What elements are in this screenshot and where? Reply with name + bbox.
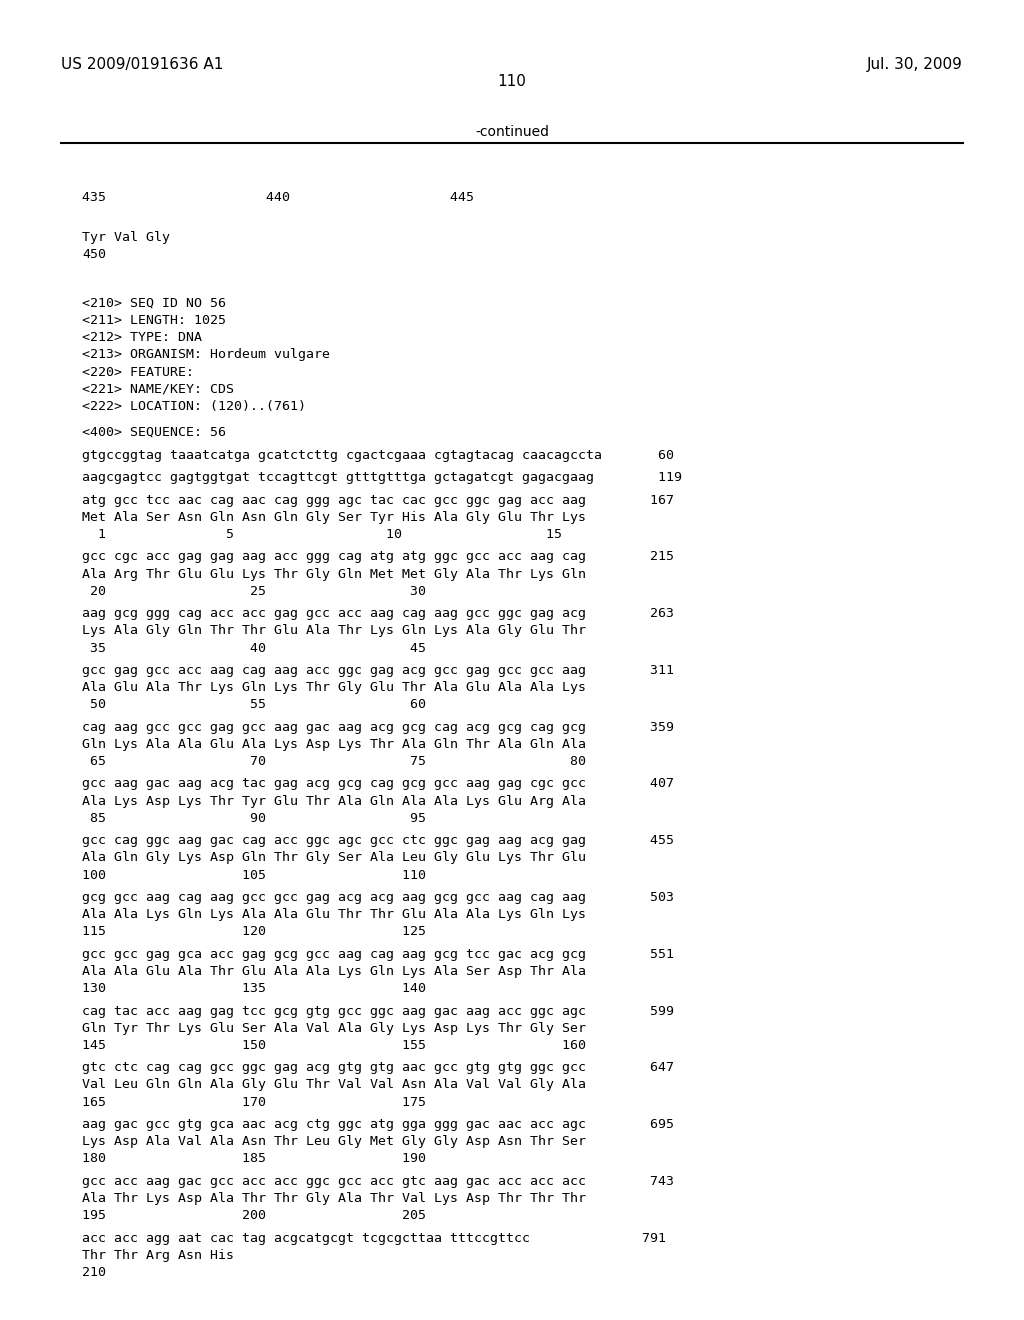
Text: Met Ala Ser Asn Gln Asn Gln Gly Ser Tyr His Ala Gly Glu Thr Lys: Met Ala Ser Asn Gln Asn Gln Gly Ser Tyr …	[82, 511, 586, 524]
Text: US 2009/0191636 A1: US 2009/0191636 A1	[61, 57, 224, 71]
Text: Val Leu Gln Gln Ala Gly Glu Thr Val Val Asn Ala Val Val Gly Ala: Val Leu Gln Gln Ala Gly Glu Thr Val Val …	[82, 1078, 586, 1092]
Text: 130                 135                 140: 130 135 140	[82, 982, 426, 995]
Text: 20                  25                  30: 20 25 30	[82, 585, 426, 598]
Text: Ala Gln Gly Lys Asp Gln Thr Gly Ser Ala Leu Gly Glu Lys Thr Glu: Ala Gln Gly Lys Asp Gln Thr Gly Ser Ala …	[82, 851, 586, 865]
Text: <210> SEQ ID NO 56: <210> SEQ ID NO 56	[82, 297, 226, 310]
Text: Ala Arg Thr Glu Glu Lys Thr Gly Gln Met Met Gly Ala Thr Lys Gln: Ala Arg Thr Glu Glu Lys Thr Gly Gln Met …	[82, 568, 586, 581]
Text: 35                  40                  45: 35 40 45	[82, 642, 426, 655]
Text: <212> TYPE: DNA: <212> TYPE: DNA	[82, 331, 202, 345]
Text: Jul. 30, 2009: Jul. 30, 2009	[866, 57, 963, 71]
Text: gtgccggtag taaatcatga gcatctcttg cgactcgaaa cgtagtacag caacagccta       60: gtgccggtag taaatcatga gcatctcttg cgactcg…	[82, 449, 674, 462]
Text: gcc cag ggc aag gac cag acc ggc agc gcc ctc ggc gag aag acg gag        455: gcc cag ggc aag gac cag acc ggc agc gcc …	[82, 834, 674, 847]
Text: Gln Tyr Thr Lys Glu Ser Ala Val Ala Gly Lys Asp Lys Thr Gly Ser: Gln Tyr Thr Lys Glu Ser Ala Val Ala Gly …	[82, 1022, 586, 1035]
Text: aagcgagtcc gagtggtgat tccagttcgt gtttgtttga gctagatcgt gagacgaag        119: aagcgagtcc gagtggtgat tccagttcgt gtttgtt…	[82, 471, 682, 484]
Text: 100                 105                 110: 100 105 110	[82, 869, 426, 882]
Text: gtc ctc cag cag gcc ggc gag acg gtg gtg aac gcc gtg gtg ggc gcc        647: gtc ctc cag cag gcc ggc gag acg gtg gtg …	[82, 1061, 674, 1074]
Text: 450: 450	[82, 248, 105, 261]
Text: 195                 200                 205: 195 200 205	[82, 1209, 426, 1222]
Text: 110: 110	[498, 74, 526, 88]
Text: Lys Asp Ala Val Ala Asn Thr Leu Gly Met Gly Gly Asp Asn Thr Ser: Lys Asp Ala Val Ala Asn Thr Leu Gly Met …	[82, 1135, 586, 1148]
Text: <220> FEATURE:: <220> FEATURE:	[82, 366, 194, 379]
Text: 85                  90                  95: 85 90 95	[82, 812, 426, 825]
Text: Gln Lys Ala Ala Glu Ala Lys Asp Lys Thr Ala Gln Thr Ala Gln Ala: Gln Lys Ala Ala Glu Ala Lys Asp Lys Thr …	[82, 738, 586, 751]
Text: 435                    440                    445: 435 440 445	[82, 191, 474, 205]
Text: 180                 185                 190: 180 185 190	[82, 1152, 426, 1166]
Text: atg gcc tcc aac cag aac cag ggg agc tac cac gcc ggc gag acc aag        167: atg gcc tcc aac cag aac cag ggg agc tac …	[82, 494, 674, 507]
Text: <213> ORGANISM: Hordeum vulgare: <213> ORGANISM: Hordeum vulgare	[82, 348, 330, 362]
Text: gcc aag gac aag acg tac gag acg gcg cag gcg gcc aag gag cgc gcc        407: gcc aag gac aag acg tac gag acg gcg cag …	[82, 777, 674, 791]
Text: Lys Ala Gly Gln Thr Thr Glu Ala Thr Lys Gln Lys Ala Gly Glu Thr: Lys Ala Gly Gln Thr Thr Glu Ala Thr Lys …	[82, 624, 586, 638]
Text: gcc acc aag gac gcc acc acc ggc gcc acc gtc aag gac acc acc acc        743: gcc acc aag gac gcc acc acc ggc gcc acc …	[82, 1175, 674, 1188]
Text: acc acc agg aat cac tag acgcatgcgt tcgcgcttaa tttccgttcc              791: acc acc agg aat cac tag acgcatgcgt tcgcg…	[82, 1232, 666, 1245]
Text: Ala Ala Glu Ala Thr Glu Ala Ala Lys Gln Lys Ala Ser Asp Thr Ala: Ala Ala Glu Ala Thr Glu Ala Ala Lys Gln …	[82, 965, 586, 978]
Text: 145                 150                 155                 160: 145 150 155 160	[82, 1039, 586, 1052]
Text: gcc gcc gag gca acc gag gcg gcc aag cag aag gcg tcc gac acg gcg        551: gcc gcc gag gca acc gag gcg gcc aag cag …	[82, 948, 674, 961]
Text: 65                  70                  75                  80: 65 70 75 80	[82, 755, 586, 768]
Text: <400> SEQUENCE: 56: <400> SEQUENCE: 56	[82, 425, 226, 438]
Text: 210: 210	[82, 1266, 105, 1279]
Text: <222> LOCATION: (120)..(761): <222> LOCATION: (120)..(761)	[82, 400, 306, 413]
Text: Ala Lys Asp Lys Thr Tyr Glu Thr Ala Gln Ala Ala Lys Glu Arg Ala: Ala Lys Asp Lys Thr Tyr Glu Thr Ala Gln …	[82, 795, 586, 808]
Text: Ala Glu Ala Thr Lys Gln Lys Thr Gly Glu Thr Ala Glu Ala Ala Lys: Ala Glu Ala Thr Lys Gln Lys Thr Gly Glu …	[82, 681, 586, 694]
Text: gcg gcc aag cag aag gcc gcc gag acg acg aag gcg gcc aag cag aag        503: gcg gcc aag cag aag gcc gcc gag acg acg …	[82, 891, 674, 904]
Text: gcc gag gcc acc aag cag aag acc ggc gag acg gcc gag gcc gcc aag        311: gcc gag gcc acc aag cag aag acc ggc gag …	[82, 664, 674, 677]
Text: <221> NAME/KEY: CDS: <221> NAME/KEY: CDS	[82, 383, 233, 396]
Text: -continued: -continued	[475, 125, 549, 140]
Text: aag gac gcc gtg gca aac acg ctg ggc atg gga ggg gac aac acc agc        695: aag gac gcc gtg gca aac acg ctg ggc atg …	[82, 1118, 674, 1131]
Text: Thr Thr Arg Asn His: Thr Thr Arg Asn His	[82, 1249, 233, 1262]
Text: Tyr Val Gly: Tyr Val Gly	[82, 231, 170, 244]
Text: Ala Thr Lys Asp Ala Thr Thr Gly Ala Thr Val Lys Asp Thr Thr Thr: Ala Thr Lys Asp Ala Thr Thr Gly Ala Thr …	[82, 1192, 586, 1205]
Text: aag gcg ggg cag acc acc gag gcc acc aag cag aag gcc ggc gag acg        263: aag gcg ggg cag acc acc gag gcc acc aag …	[82, 607, 674, 620]
Text: gcc cgc acc gag gag aag acc ggg cag atg atg ggc gcc acc aag cag        215: gcc cgc acc gag gag aag acc ggg cag atg …	[82, 550, 674, 564]
Text: Ala Ala Lys Gln Lys Ala Ala Glu Thr Thr Glu Ala Ala Lys Gln Lys: Ala Ala Lys Gln Lys Ala Ala Glu Thr Thr …	[82, 908, 586, 921]
Text: 1               5                   10                  15: 1 5 10 15	[82, 528, 562, 541]
Text: cag aag gcc gcc gag gcc aag gac aag acg gcg cag acg gcg cag gcg        359: cag aag gcc gcc gag gcc aag gac aag acg …	[82, 721, 674, 734]
Text: 165                 170                 175: 165 170 175	[82, 1096, 426, 1109]
Text: 115                 120                 125: 115 120 125	[82, 925, 426, 939]
Text: <211> LENGTH: 1025: <211> LENGTH: 1025	[82, 314, 226, 327]
Text: 50                  55                  60: 50 55 60	[82, 698, 426, 711]
Text: cag tac acc aag gag tcc gcg gtg gcc ggc aag gac aag acc ggc agc        599: cag tac acc aag gag tcc gcg gtg gcc ggc …	[82, 1005, 674, 1018]
